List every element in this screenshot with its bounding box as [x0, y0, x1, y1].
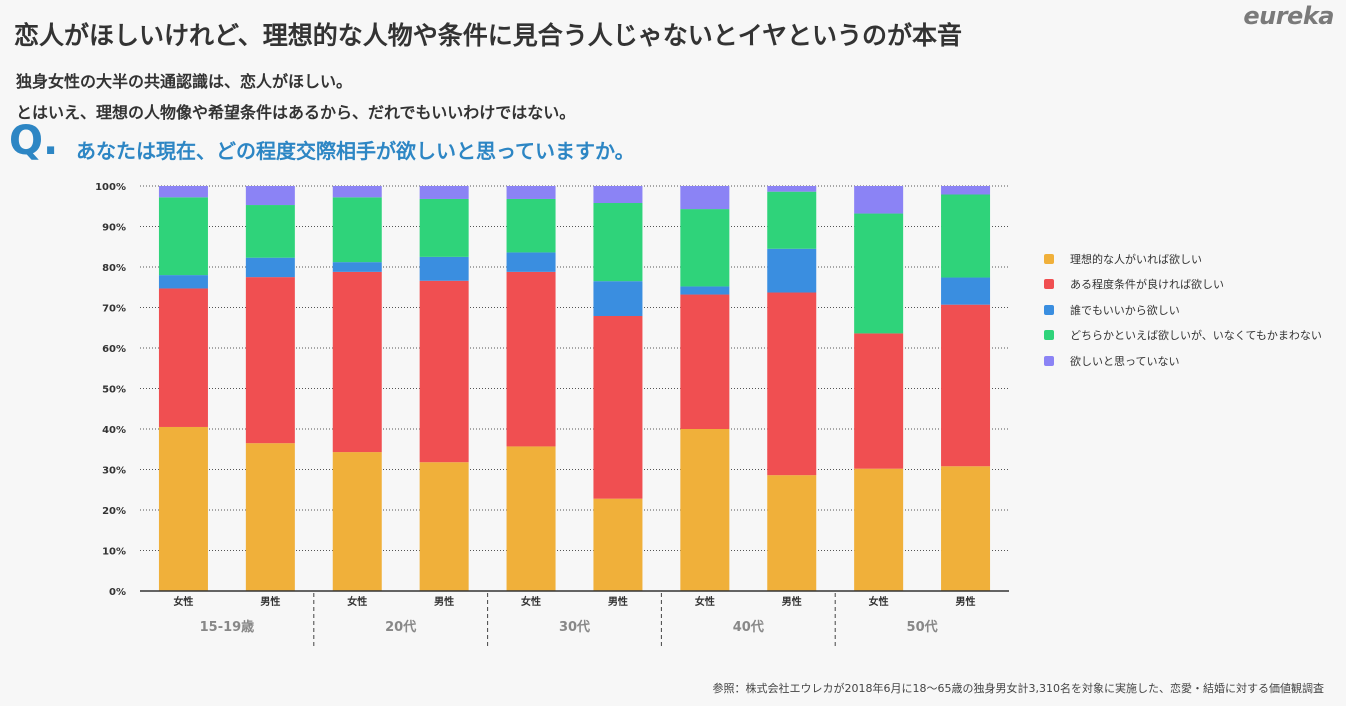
bar-segment — [593, 316, 643, 499]
group-label: 50代 — [907, 619, 938, 635]
bar-segment — [332, 271, 382, 453]
bar-segment — [245, 443, 295, 591]
legend-swatch — [1044, 253, 1054, 264]
bar-segment — [680, 294, 730, 429]
x-tick-label: 女性 — [521, 595, 541, 608]
chart-legend: 理想的な人がいれば欲しいある程度条件が良ければ欲しい 誰でもいいから欲しいどちらか… — [1044, 246, 1322, 374]
legend-label: どちらかといえば欲しいが、いなくてもかまわない — [1070, 329, 1322, 343]
bar-segment — [941, 186, 991, 195]
bar-segment — [158, 288, 208, 427]
bar-segment — [680, 286, 730, 295]
legend-label: 理想的な人がいれば欲しい — [1070, 252, 1202, 266]
bar-segment — [245, 205, 295, 258]
bar-segment — [506, 252, 556, 272]
legend-swatch — [1044, 304, 1054, 315]
legend-swatch — [1044, 279, 1054, 290]
y-tick-label: 80% — [102, 263, 126, 274]
x-tick-label: 男性 — [260, 595, 280, 608]
bar-segment — [593, 186, 643, 204]
x-tick-label: 男性 — [956, 595, 976, 608]
question-mark-label: Q. — [9, 118, 59, 164]
bar-segment — [593, 281, 643, 317]
bar-segment — [593, 203, 643, 282]
bar-segment — [158, 186, 208, 198]
bar-segment — [419, 462, 469, 591]
bar-segment — [941, 194, 991, 278]
bar-segment — [767, 475, 817, 591]
y-tick-label: 10% — [102, 547, 126, 558]
bar-segment — [680, 209, 730, 287]
x-tick-label: 女性 — [869, 595, 889, 608]
y-tick-label: 0% — [109, 587, 126, 598]
legend-item: 誰でもいいから欲しい — [1044, 297, 1322, 323]
bar-segment — [941, 277, 991, 305]
bar-segment — [158, 426, 208, 591]
x-tick-label: 男性 — [434, 595, 454, 608]
y-tick-label: 100% — [95, 182, 126, 193]
bar-segment — [767, 248, 817, 293]
bar-segment — [767, 292, 817, 476]
legend-label: ある程度条件が良ければ欲しい — [1070, 278, 1224, 292]
bar-segment — [158, 197, 208, 276]
bar-segment — [332, 262, 382, 272]
bar-segment — [767, 191, 817, 249]
bar-segment — [941, 304, 991, 467]
bar-segment — [941, 466, 991, 591]
x-tick-label: 女性 — [695, 595, 715, 608]
y-tick-label: 50% — [102, 385, 126, 396]
subtitle-line-2: とはいえ、理想の人物像や希望条件はあるから、だれでもいいわけではない。 — [16, 103, 576, 122]
bar-segment — [767, 186, 817, 192]
y-tick-label: 40% — [102, 425, 126, 436]
bar-segment — [245, 257, 295, 278]
bar-segment — [419, 198, 469, 257]
legend-label: 欲しいと思っていない — [1070, 354, 1180, 368]
bar-segment — [245, 186, 295, 206]
y-tick-label: 30% — [102, 466, 126, 477]
survey-question: あなたは現在、どの程度交際相手が欲しいと思っていますか。 — [76, 139, 635, 163]
bar-segment — [854, 333, 904, 469]
bar-segment — [506, 186, 556, 199]
group-label: 20代 — [385, 619, 416, 635]
group-label: 40代 — [733, 619, 764, 635]
legend-label: 誰でもいいから欲しい — [1070, 303, 1180, 317]
bar-segment — [506, 198, 556, 253]
group-label: 30代 — [559, 619, 590, 635]
bar-segment — [506, 271, 556, 447]
bar-segment — [593, 498, 643, 591]
y-tick-label: 70% — [102, 304, 126, 315]
bar-segment — [332, 186, 382, 198]
bar-segment — [680, 429, 730, 591]
bar-segment — [419, 186, 469, 199]
bar-segment — [332, 452, 382, 591]
bar-segment — [332, 197, 382, 263]
y-tick-label: 60% — [102, 344, 126, 355]
bar-segment — [854, 468, 904, 591]
subtitle-line-1: 独身女性の大半の共通認識は、恋人がほしい。 — [16, 72, 353, 91]
bar-segment — [419, 256, 469, 281]
legend-swatch — [1044, 355, 1054, 366]
x-tick-label: 女性 — [173, 595, 193, 608]
x-tick-label: 男性 — [608, 595, 628, 608]
x-tick-label: 女性 — [347, 595, 367, 608]
bar-segment — [158, 275, 208, 289]
eureka-logo: eureka — [1243, 2, 1334, 30]
bar-segment — [854, 213, 904, 334]
group-label: 15-19歳 — [200, 619, 255, 635]
bar-segment — [854, 186, 904, 214]
y-tick-label: 20% — [102, 506, 126, 517]
bar-segment — [506, 446, 556, 591]
legend-item: どちらかといえば欲しいが、いなくてもかまわない — [1044, 323, 1322, 349]
bar-segment — [419, 280, 469, 463]
legend-item: ある程度条件が良ければ欲しい — [1044, 272, 1322, 298]
bar-segment — [680, 186, 730, 210]
source-note: 参照：株式会社エウレカが2018年6月に18〜65歳の独身男女計3,310名を対… — [712, 682, 1324, 695]
x-tick-label: 男性 — [782, 595, 802, 608]
legend-item: 欲しいと思っていない — [1044, 348, 1322, 374]
bar-segment — [245, 277, 295, 444]
legend-item: 理想的な人がいれば欲しい — [1044, 246, 1322, 272]
page-title: 恋人がほしいけれど、理想的な人物や条件に見合う人じゃないとイヤというのが本音 — [14, 21, 963, 50]
legend-swatch — [1044, 330, 1054, 341]
y-tick-label: 90% — [102, 223, 126, 234]
